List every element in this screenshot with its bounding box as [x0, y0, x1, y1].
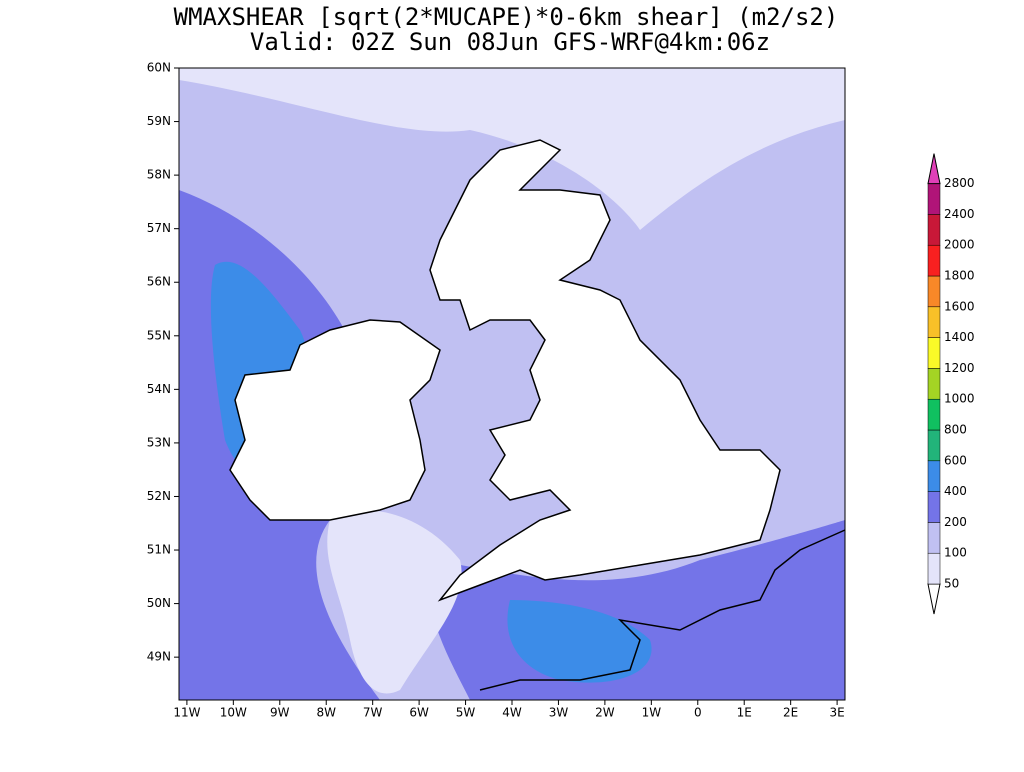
colorbar-box [927, 337, 941, 369]
y-tick-label: 58N [147, 168, 171, 182]
y-tick-label: 57N [147, 221, 171, 235]
x-tick-label: 3W [549, 706, 569, 720]
y-tick-label: 51N [147, 543, 171, 557]
y-tick-label: 52N [147, 489, 171, 503]
france-coast [479, 529, 846, 691]
colorbar-box [927, 275, 941, 308]
colorbar-label: 600 [944, 453, 967, 467]
y-tick-label: 56N [147, 275, 171, 289]
x-tick-label: 1W [642, 706, 662, 720]
x-tick-label: 7W [363, 706, 383, 720]
field-high [507, 600, 652, 683]
colorbar-box [927, 183, 941, 215]
x-tick-label: 2W [595, 706, 615, 720]
x-tick-label: 1E [737, 706, 752, 720]
y-tick-label: 54N [147, 382, 171, 396]
colorbar-box [927, 214, 941, 246]
great-britain [429, 139, 781, 602]
x-tick-label: 4W [502, 706, 522, 720]
colorbar: 50 100 200 400 600 800 1000 1200 1400 1600 1800 200… [927, 153, 975, 615]
x-tick-label: 11W [173, 706, 200, 720]
x-tick-label: 3E [829, 706, 844, 720]
x-tick-label: 9W [270, 706, 290, 720]
colorbar-over [927, 153, 941, 185]
colorbar-label: 2800 [944, 176, 975, 190]
colorbar-label: 1200 [944, 361, 975, 375]
colorbar-box [927, 552, 941, 585]
colorbar-box [927, 306, 941, 338]
colorbar-label: 2400 [944, 207, 975, 221]
colorbar-box [927, 460, 941, 492]
colorbar-label: 200 [944, 515, 967, 529]
colorbar-box [927, 522, 941, 554]
axes: 11W 10W 9W 8W 7W 6W 5W 4W 3W 2W 1W 0 1E 2E 3E 49N 50N 51N… [147, 61, 845, 720]
colorbar-box [927, 398, 941, 431]
colorbar-box [927, 491, 941, 523]
colorbar-box [927, 368, 941, 400]
field-light [179, 68, 845, 230]
x-tick-label: 2E [783, 706, 798, 720]
x-tick-label: 10W [220, 706, 247, 720]
x-tick-label: 5W [456, 706, 476, 720]
subtitle: Valid: 02Z Sun 08Jun GFS-WRF@4km:06z [250, 28, 770, 56]
y-tick-label: 59N [147, 114, 171, 128]
x-tick-label: 8W [316, 706, 336, 720]
field-light [327, 510, 462, 694]
colorbar-label: 1400 [944, 330, 975, 344]
colorbar-label: 2000 [944, 238, 975, 252]
colorbar-under [927, 583, 941, 615]
y-tick-label: 55N [147, 328, 171, 342]
colorbar-box [927, 244, 941, 277]
y-tick-label: 49N [147, 650, 171, 664]
title: WMAXSHEAR [sqrt(2*MUCAPE)*0-6km shear] (… [174, 3, 839, 31]
colorbar-label: 1000 [944, 392, 975, 406]
ireland [229, 319, 441, 521]
colorbar-label: 1800 [944, 269, 975, 283]
y-tick-label: 50N [147, 596, 171, 610]
y-tick-label: 60N [147, 61, 171, 75]
x-tick-label: 6W [409, 706, 429, 720]
colorbar-label: 400 [944, 484, 967, 498]
colorbar-box [927, 429, 941, 462]
colorbar-label: 1600 [944, 299, 975, 313]
y-tick-label: 53N [147, 435, 171, 449]
colorbar-label: 800 [944, 423, 967, 437]
map-field [178, 67, 846, 701]
x-tick-label: 0 [694, 706, 702, 720]
colorbar-label: 100 [944, 546, 967, 560]
colorbar-label: 50 [944, 577, 959, 591]
